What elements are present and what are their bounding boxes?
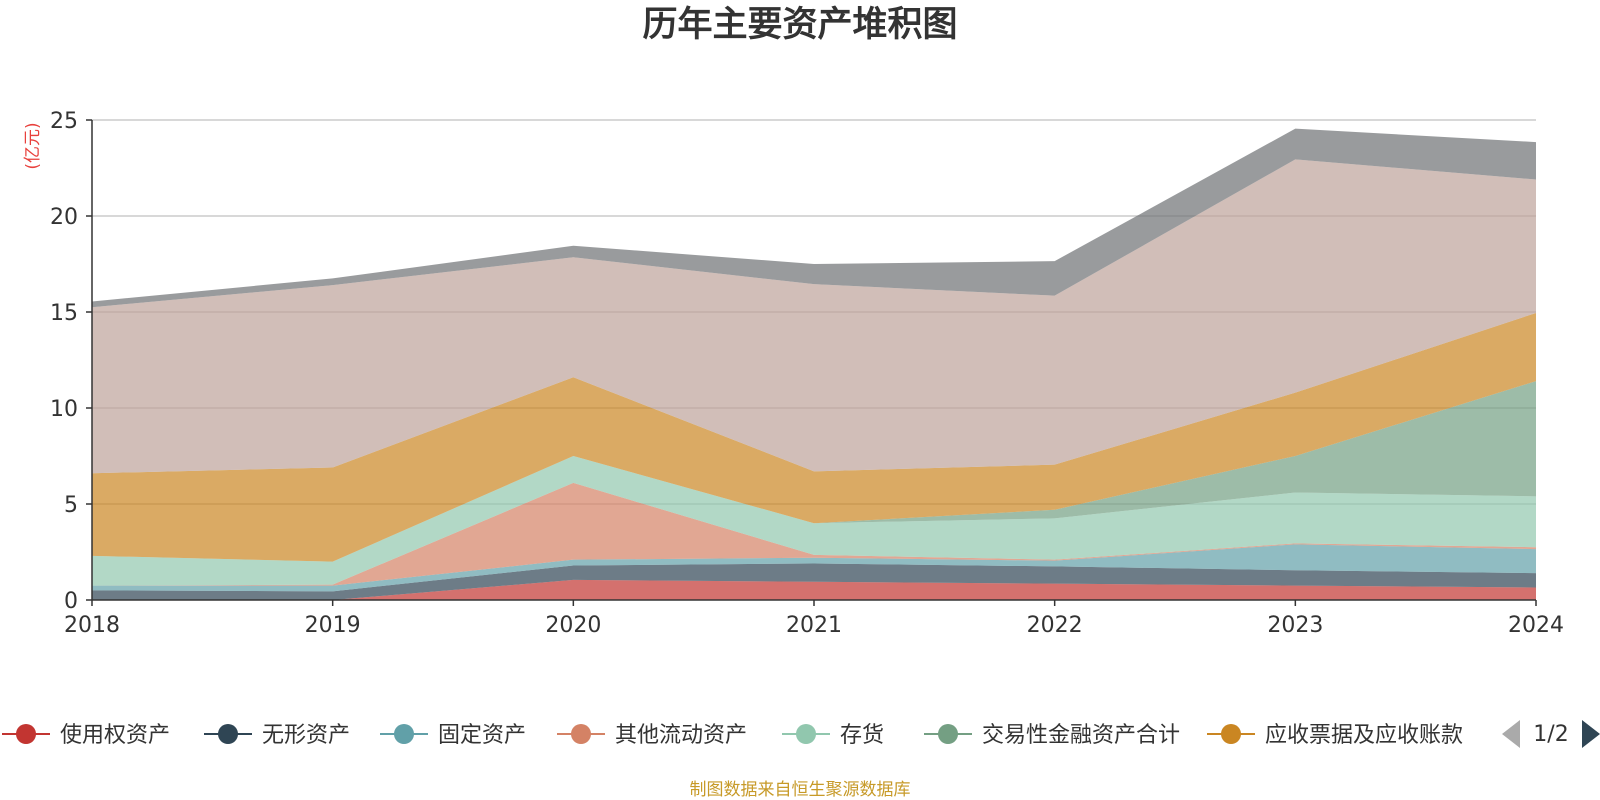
- x-tick-label: 2019: [305, 613, 361, 638]
- legend-label: 应收票据及应收账款: [1265, 723, 1463, 748]
- triangle-right-icon[interactable]: [1582, 720, 1600, 748]
- y-tick-label: 20: [50, 205, 78, 230]
- y-tick-label: 15: [50, 301, 78, 326]
- area-series-7[interactable]: [92, 159, 1536, 474]
- area-series-5[interactable]: [92, 381, 1536, 562]
- legend-item-1[interactable]: 无形资产: [204, 723, 350, 748]
- legend-circle-marker: [938, 724, 958, 744]
- y-tick-label: 5: [64, 493, 78, 518]
- area-series-2[interactable]: [92, 544, 1536, 592]
- x-tick-label: 2024: [1508, 613, 1564, 638]
- x-tick-label: 2021: [786, 613, 842, 638]
- legend-circle-marker: [218, 724, 238, 744]
- legend-item-2[interactable]: 固定资产: [380, 723, 526, 748]
- area-series-3[interactable]: [92, 482, 1536, 586]
- chart-title: 历年主要资产堆积图: [642, 5, 957, 45]
- legend-label: 无形资产: [262, 723, 350, 748]
- y-axis-unit: (亿元): [23, 122, 43, 169]
- area-series-6[interactable]: [92, 312, 1536, 562]
- y-tick-label: 0: [64, 589, 78, 614]
- area-series-4[interactable]: [92, 456, 1536, 586]
- area-series-8[interactable]: [92, 128, 1536, 308]
- legend-label: 其他流动资产: [615, 723, 747, 748]
- legend-circle-marker: [394, 724, 414, 744]
- legend-label: 存货: [840, 723, 884, 748]
- legend-item-4[interactable]: 存货: [782, 723, 884, 748]
- triangle-left-icon[interactable]: [1502, 720, 1520, 748]
- legend-item-5[interactable]: 交易性金融资产合计: [924, 723, 1180, 748]
- legend-item-0[interactable]: 使用权资产: [2, 723, 170, 748]
- area-series-0[interactable]: [92, 579, 1536, 600]
- legend[interactable]: 使用权资产 无形资产 固定资产 其他流动资产 存货 交易性金融资产合计 应收票据及应收账款: [2, 723, 1463, 748]
- x-axis-ticks: 2018 2019 2020 2021 2022 2023 2024: [64, 600, 1564, 638]
- legend-label: 交易性金融资产合计: [982, 723, 1180, 748]
- legend-pager: 1/2: [1502, 720, 1600, 748]
- x-tick-label: 2023: [1267, 613, 1323, 638]
- area-series-1[interactable]: [92, 563, 1536, 600]
- legend-item-6[interactable]: 应收票据及应收账款: [1207, 723, 1463, 748]
- x-tick-label: 2022: [1027, 613, 1083, 638]
- x-tick-label: 2020: [545, 613, 601, 638]
- legend-page-indicator: 1/2: [1533, 722, 1568, 747]
- legend-circle-marker: [796, 724, 816, 744]
- legend-circle-marker: [16, 724, 36, 744]
- legend-circle-marker: [1221, 724, 1241, 744]
- y-tick-label: 25: [50, 109, 78, 134]
- legend-label: 使用权资产: [60, 723, 170, 748]
- y-axis-ticks: 0 5 10 15 20 25: [50, 109, 92, 614]
- legend-label: 固定资产: [438, 723, 526, 748]
- x-tick-label: 2018: [64, 613, 120, 638]
- area-series-layer: [92, 128, 1536, 600]
- legend-item-3[interactable]: 其他流动资产: [557, 723, 747, 748]
- data-source-note: 制图数据来自恒生聚源数据库: [690, 780, 911, 800]
- legend-circle-marker: [571, 724, 591, 744]
- y-tick-label: 10: [50, 397, 78, 422]
